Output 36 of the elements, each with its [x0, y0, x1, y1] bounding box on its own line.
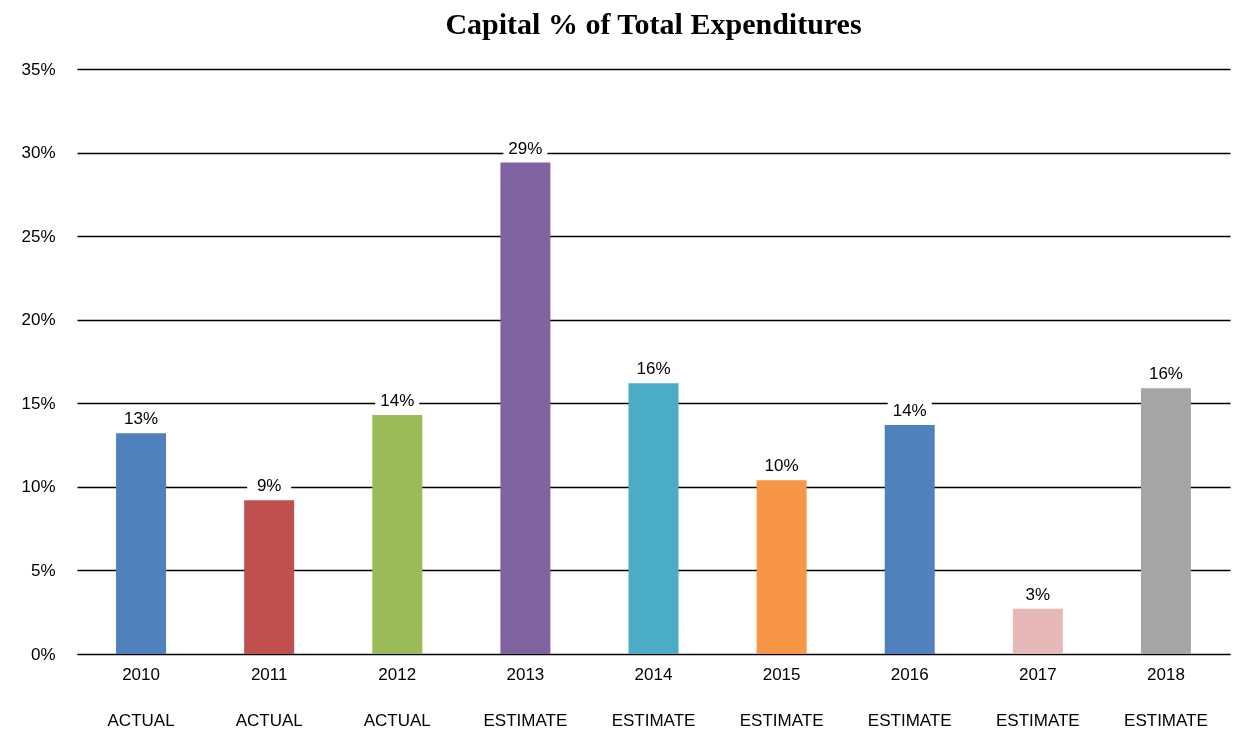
- bar: [1140, 388, 1191, 654]
- data-label: 16%: [1148, 364, 1183, 384]
- data-label: 29%: [508, 138, 543, 158]
- data-label: 3%: [1025, 584, 1051, 604]
- chart-title: Capital % of Total Expenditures: [445, 7, 862, 40]
- bar: [756, 480, 807, 654]
- bar: [628, 383, 679, 654]
- bar: [500, 162, 551, 654]
- data-label: 16%: [636, 359, 671, 379]
- y-tick-label: 5%: [30, 560, 56, 580]
- bar: [1012, 608, 1063, 654]
- category-label: 2015 ESTIMATE: [739, 664, 824, 730]
- y-tick-label: 15%: [21, 393, 56, 413]
- category-label: 2012 ACTUAL: [363, 664, 431, 730]
- category-label: 2010 ACTUAL: [107, 664, 175, 730]
- y-tick-label: 30%: [21, 143, 56, 163]
- data-label: 14%: [892, 401, 927, 421]
- y-tick-label: 35%: [21, 59, 56, 79]
- category-label: 2018 ESTIMATE: [1124, 664, 1208, 730]
- y-tick-label: 20%: [21, 310, 56, 330]
- category-label: 2017 ESTIMATE: [995, 664, 1080, 730]
- data-label: 13%: [124, 409, 159, 429]
- category-label: 2011 ACTUAL: [235, 664, 303, 730]
- category-label: 2013 ESTIMATE: [483, 664, 568, 730]
- y-tick-label: 0%: [30, 644, 56, 664]
- y-tick-label: 25%: [21, 226, 56, 246]
- bar: [244, 500, 295, 654]
- bar: [372, 414, 423, 654]
- data-label: 14%: [380, 390, 415, 410]
- category-label: 2016 ESTIMATE: [867, 664, 952, 730]
- bar: [116, 433, 167, 654]
- category-label: 2014 ESTIMATE: [611, 664, 696, 730]
- y-tick-label: 10%: [21, 477, 56, 497]
- data-label: 10%: [764, 456, 799, 476]
- data-label: 9%: [256, 476, 282, 496]
- bar: [884, 425, 935, 654]
